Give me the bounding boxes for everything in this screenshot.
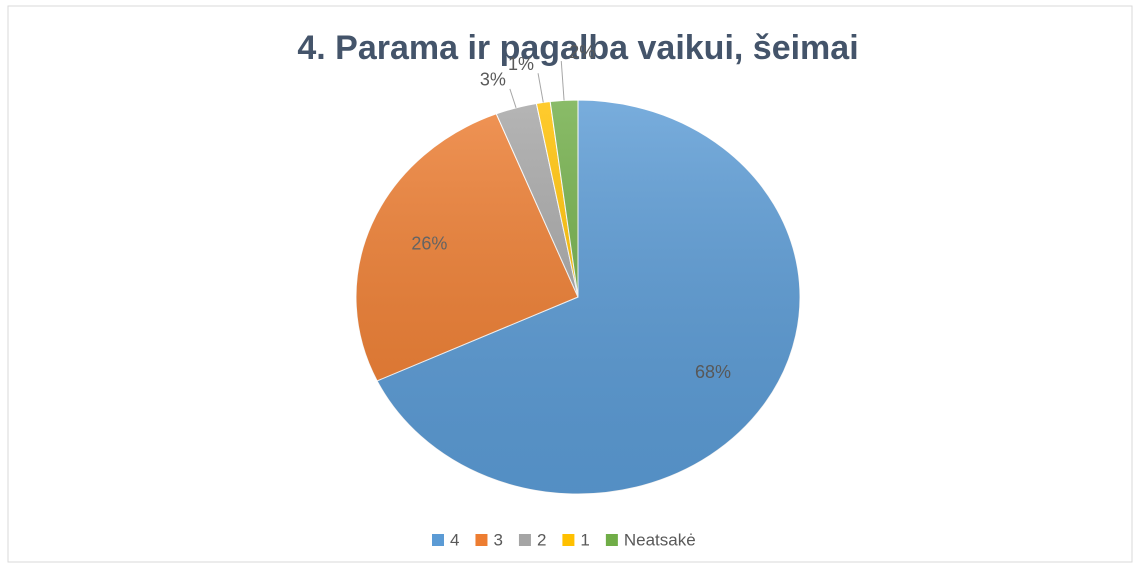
legend: 4 3 2 1 Neatsakė bbox=[432, 530, 696, 549]
legend-swatch bbox=[432, 534, 444, 546]
data-label: 2% bbox=[569, 42, 595, 62]
legend-label: 2 bbox=[537, 530, 546, 549]
chart-title: 4. Parama ir pagalba vaikui, šeimai bbox=[297, 29, 858, 67]
legend-label: 4 bbox=[450, 530, 459, 549]
data-label: 1% bbox=[508, 54, 534, 74]
legend-swatch bbox=[605, 534, 618, 546]
legend-label: 3 bbox=[493, 530, 502, 549]
data-label: 26% bbox=[411, 234, 447, 254]
data-label: 68% bbox=[695, 362, 731, 382]
leader-line bbox=[560, 61, 565, 101]
legend-swatch bbox=[562, 534, 575, 546]
leader-line bbox=[537, 73, 544, 103]
legend-label: Neatsakė bbox=[624, 530, 696, 549]
data-label: 3% bbox=[480, 70, 506, 90]
legend-label: 1 bbox=[580, 530, 589, 549]
legend-swatch bbox=[475, 534, 488, 546]
legend-swatch bbox=[518, 534, 531, 546]
